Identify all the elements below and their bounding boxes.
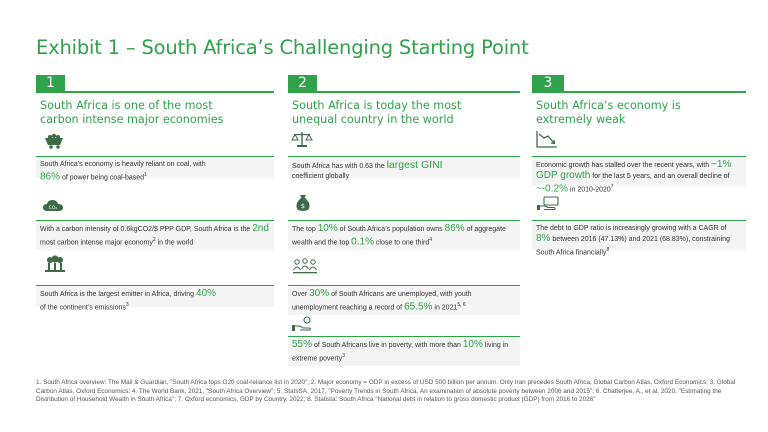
fact-text: for the last 5 years, and an overall dec…	[592, 173, 730, 180]
fact-text: coefficient globally	[292, 173, 350, 180]
fact-text: The top	[292, 226, 316, 233]
column-1-divider	[36, 91, 274, 93]
svg-text:$: $	[301, 202, 305, 210]
fact-text: most carbon intense major economy	[40, 239, 153, 247]
fact-highlight: 40%	[196, 288, 217, 299]
fact-text: South Africa is the largest emitter in A…	[40, 291, 195, 298]
col3-fact-debt: The debt to GDP ratio is increasingly gr…	[532, 220, 746, 256]
fact-text: between 2016 (47.13%) and 2021 (68.83%),…	[536, 236, 730, 257]
col1-fact-emitter: South Africa is the largest emitter in A…	[36, 285, 274, 311]
declining-chart-icon	[536, 131, 557, 148]
footnote-ref: 4	[429, 237, 433, 243]
fact-text: living in extreme poverty	[292, 342, 509, 363]
fact-text: of South Africans are unemployed, with y…	[292, 291, 472, 312]
fact-highlight: 2nd	[252, 223, 269, 234]
col2-fact-unemployment: Over 30% of South Africans are unemploye…	[288, 285, 520, 315]
fact-text: in 2021	[434, 304, 458, 312]
fact-highlight: 65.5%	[404, 301, 433, 313]
footnote-ref: 5, 6	[457, 302, 466, 308]
col3-fact-growth: Economic growth has stalled over the rec…	[532, 156, 746, 194]
money-bag-icon: $	[296, 195, 310, 211]
footnote-ref: 3	[125, 302, 129, 308]
column-1-heading: South Africa is one of the most carbon i…	[40, 99, 224, 126]
col2-fact-gini: South Africa has with 0.63 the largest G…	[288, 156, 520, 180]
coal-cart-icon	[45, 133, 63, 149]
col2-fact-wealth: The top 10% of South Africa’s population…	[288, 220, 520, 250]
fact-text: close to one third	[375, 239, 430, 247]
footnote-ref: 3	[342, 353, 345, 359]
fact-highlight: 10%	[462, 339, 483, 350]
footnotes: 1. South Africa overview: The Mail & Gua…	[36, 379, 736, 404]
fact-text: With a carbon intensity of 0.6kgCO2/$ PP…	[40, 226, 251, 233]
fact-highlight: 8%	[536, 233, 551, 244]
footnote-ref: 1	[144, 172, 147, 178]
fact-text: The debt to GDP ratio is increasingly gr…	[536, 225, 727, 232]
column-3-divider	[532, 91, 746, 93]
fact-text: South Africa has with 0.63 the	[292, 163, 385, 170]
footnote-ref: 8	[606, 247, 610, 253]
fact-highlight: 86%	[40, 171, 61, 183]
fact-text: of South Africans live in poverty, with …	[313, 342, 461, 349]
footnote-ref: 2	[152, 237, 156, 243]
fact-highlight: 0.1%	[351, 236, 374, 248]
fact-text: of power being coal-based	[61, 174, 145, 182]
col2-fact-poverty: 55% of South Africans live in poverty, w…	[288, 336, 520, 366]
hand-cash-icon	[537, 196, 559, 211]
balance-scale-icon	[291, 132, 313, 147]
fact-text: in the world	[157, 239, 194, 247]
column-3-heading: South Africa’s economy is extremely weak	[536, 99, 681, 126]
fact-highlight: 30%	[309, 288, 330, 299]
column-2-divider	[288, 91, 520, 93]
fact-highlight: 55%	[292, 339, 313, 350]
people-group-icon	[293, 258, 317, 274]
fact-highlight: 10%	[317, 223, 338, 234]
column-2-heading: South Africa is today the most unequal c…	[292, 99, 462, 126]
fact-text: of South Africa’s population owns	[339, 226, 443, 233]
column-2-number: 2	[288, 75, 317, 92]
col1-fact-carbon-intensity: With a carbon intensity of 0.6kgCO2/$ PP…	[36, 220, 274, 250]
fact-text: Over	[292, 291, 308, 298]
fact-highlight: ~-0.2%	[536, 183, 568, 195]
fact-text: in 2010-2020	[569, 186, 611, 194]
factory-emissions-icon	[45, 255, 65, 272]
fact-highlight: largest GINI	[386, 159, 443, 171]
fact-text: of the continent’s emissions	[40, 304, 126, 312]
fact-text: of aggregate wealth and the top	[292, 226, 506, 247]
footnote-ref: 7	[610, 184, 614, 190]
co2-cloud-icon: CO₂	[43, 200, 63, 211]
column-1-number: 1	[36, 75, 65, 92]
svg-text:CO₂: CO₂	[49, 205, 58, 211]
hand-coin-icon	[292, 316, 311, 331]
fact-highlight: 86%	[444, 223, 465, 234]
fact-text: Economic growth has stalled over the rec…	[536, 162, 710, 169]
fact-text: South Africa’s economy is heavily relian…	[40, 161, 206, 168]
page-title: Exhibit 1 – South Africa’s Challenging S…	[36, 36, 529, 59]
fact-highlight: ~1% GDP growth	[536, 159, 732, 181]
col1-fact-coal: South Africa’s economy is heavily relian…	[36, 156, 274, 182]
column-3-number: 3	[532, 75, 564, 92]
